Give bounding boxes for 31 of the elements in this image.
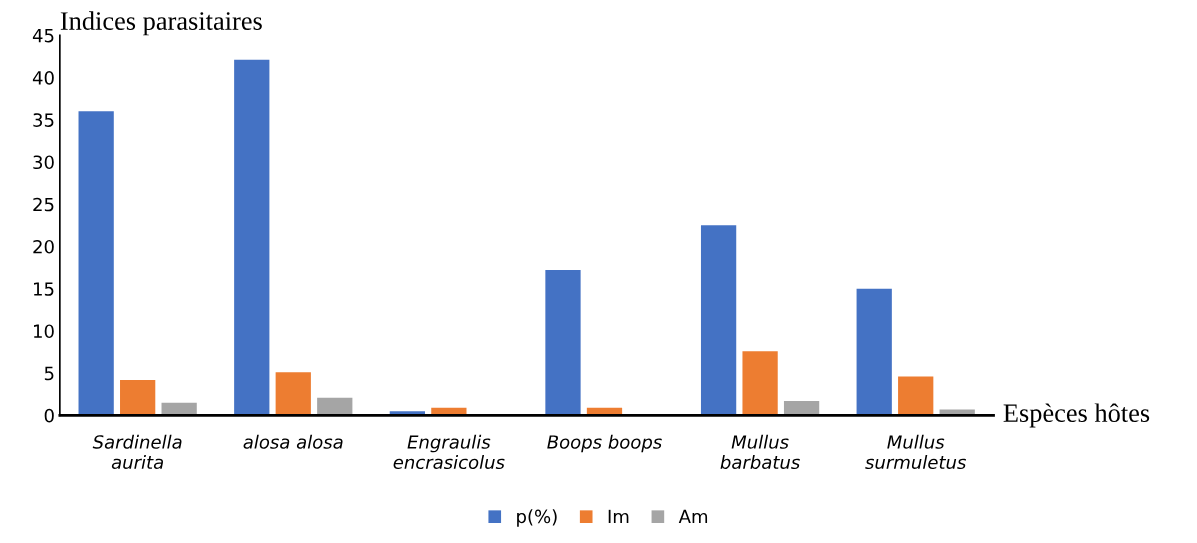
legend-label: p(%) [517, 509, 557, 527]
x-tick-label: Mullus surmuletus [865, 434, 967, 470]
y-tick-label: 30 [33, 155, 54, 170]
x-tick-label: Mullus barbatus [720, 434, 800, 470]
bar [898, 376, 934, 416]
y-tick-label: 35 [33, 113, 54, 127]
bar [783, 401, 820, 416]
y-tick-label: 10 [34, 324, 54, 339]
legend-label: Am [678, 509, 708, 523]
bar [545, 270, 581, 416]
x-tick-label: Sardinella aurita [92, 434, 182, 470]
x-tick-label: Boops boops [547, 434, 662, 453]
bar [275, 372, 311, 416]
y-tick-label: 45 [32, 28, 54, 43]
y-tick-label: 40 [32, 70, 54, 85]
legend-label: Im [608, 509, 629, 523]
x-tick-label: alosa alosa [243, 434, 343, 449]
bar [742, 351, 778, 416]
x-tick-label: Engraulis encrasicolus [393, 434, 505, 470]
bar [234, 59, 270, 416]
x-axis-title: Espèces hôtes [1003, 403, 1150, 428]
y-tick-label: 15 [34, 282, 54, 296]
y-tick-label: 0 [44, 408, 54, 423]
y-tick-label: 20 [33, 239, 54, 254]
y-tick-label: 5 [44, 366, 54, 381]
y-axis-title: Indices parasitaires [60, 11, 262, 36]
bar [120, 379, 156, 416]
bar [856, 288, 892, 416]
y-tick-label: 25 [33, 197, 54, 212]
bar [700, 225, 737, 416]
bar [78, 111, 114, 416]
